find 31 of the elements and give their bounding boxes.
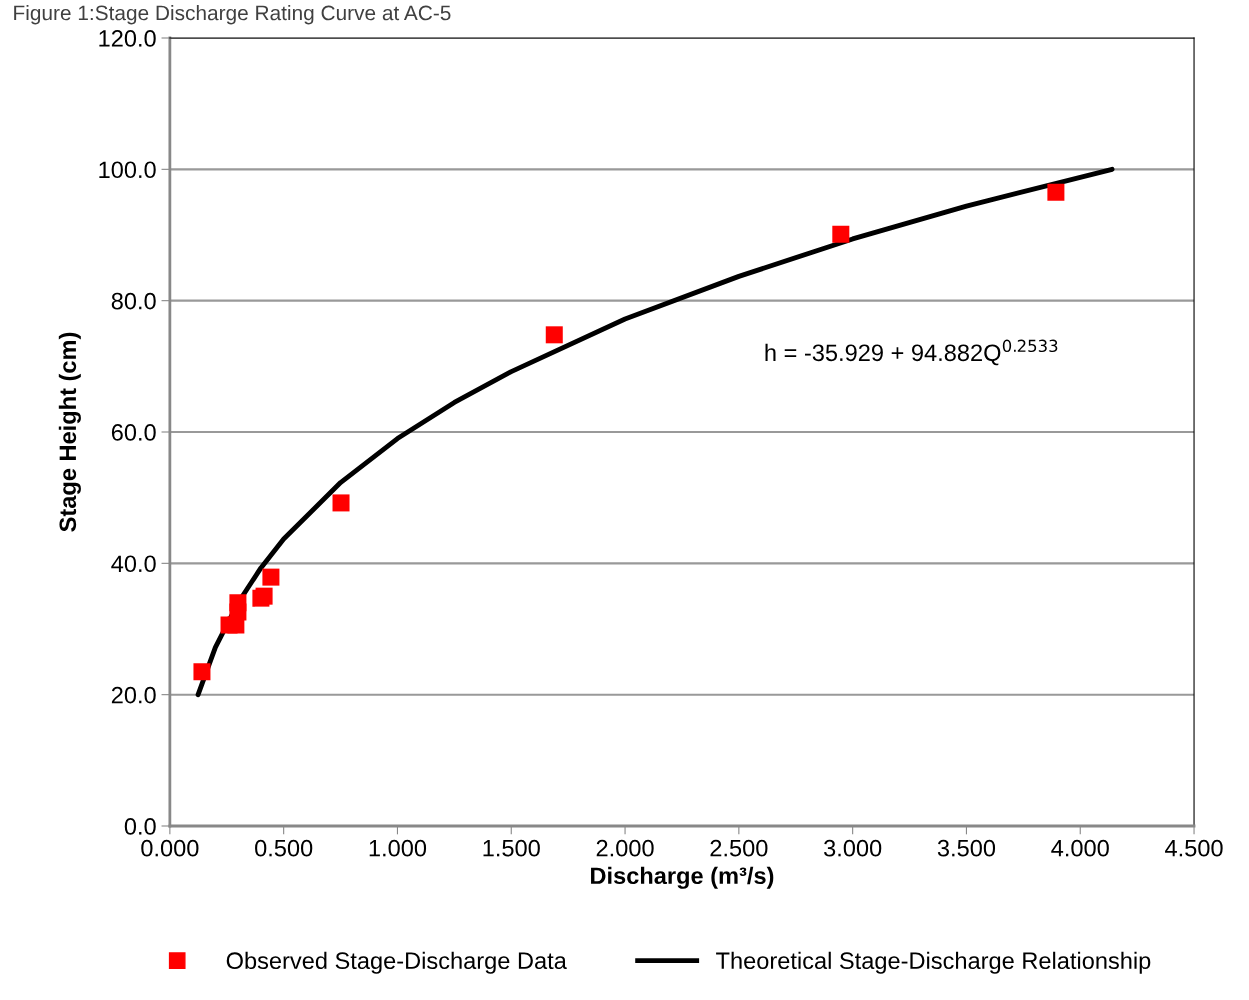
y-tick-label: 120.0 (99, 30, 156, 47)
x-tick-label: 2.500 (710, 839, 768, 857)
x-tick-label: 4.500 (1165, 839, 1223, 857)
x-tick-label: 1.000 (369, 839, 427, 857)
y-axis-title: Stage Height (cm) (58, 332, 81, 532)
x-tick-label: 2.000 (596, 839, 654, 857)
point (832, 225, 850, 243)
y-tick-label: 20.0 (111, 686, 156, 704)
y-tick-label: 0.0 (124, 818, 156, 835)
y-tick-label: 60.0 (111, 424, 156, 441)
legend-label: Theoretical Stage-Discharge Relationship (716, 951, 1151, 974)
x-tick-label: 0.500 (255, 839, 313, 857)
point (193, 663, 211, 681)
x-tick-label: 3.500 (937, 839, 996, 857)
x-axis-title: Discharge (m³/s) (591, 866, 774, 889)
line-series (195, 166, 1115, 698)
chart-title: Figure 1:Stage Discharge Rating Curve at AC-5 (14, 5, 451, 25)
legend-label: Observed Stage-Discharge Data (226, 951, 567, 974)
x-tick-label: 3.000 (824, 839, 882, 857)
point (545, 326, 563, 344)
x-tick-label: 1.500 (483, 839, 540, 857)
y-tick-label: 80.0 (111, 292, 156, 310)
point (1047, 183, 1065, 201)
point (262, 568, 280, 586)
y-tick-label: 100.0 (99, 161, 156, 179)
x-tick-label: 0.000 (141, 839, 199, 857)
x-tick-label: 4.000 (1051, 839, 1109, 857)
point (332, 494, 350, 512)
y-tick-label: 40.0 (111, 555, 156, 573)
annotation: h = -35.929 + 94.882Q$^{0.2533}$ (765, 339, 1058, 366)
point (229, 594, 247, 612)
